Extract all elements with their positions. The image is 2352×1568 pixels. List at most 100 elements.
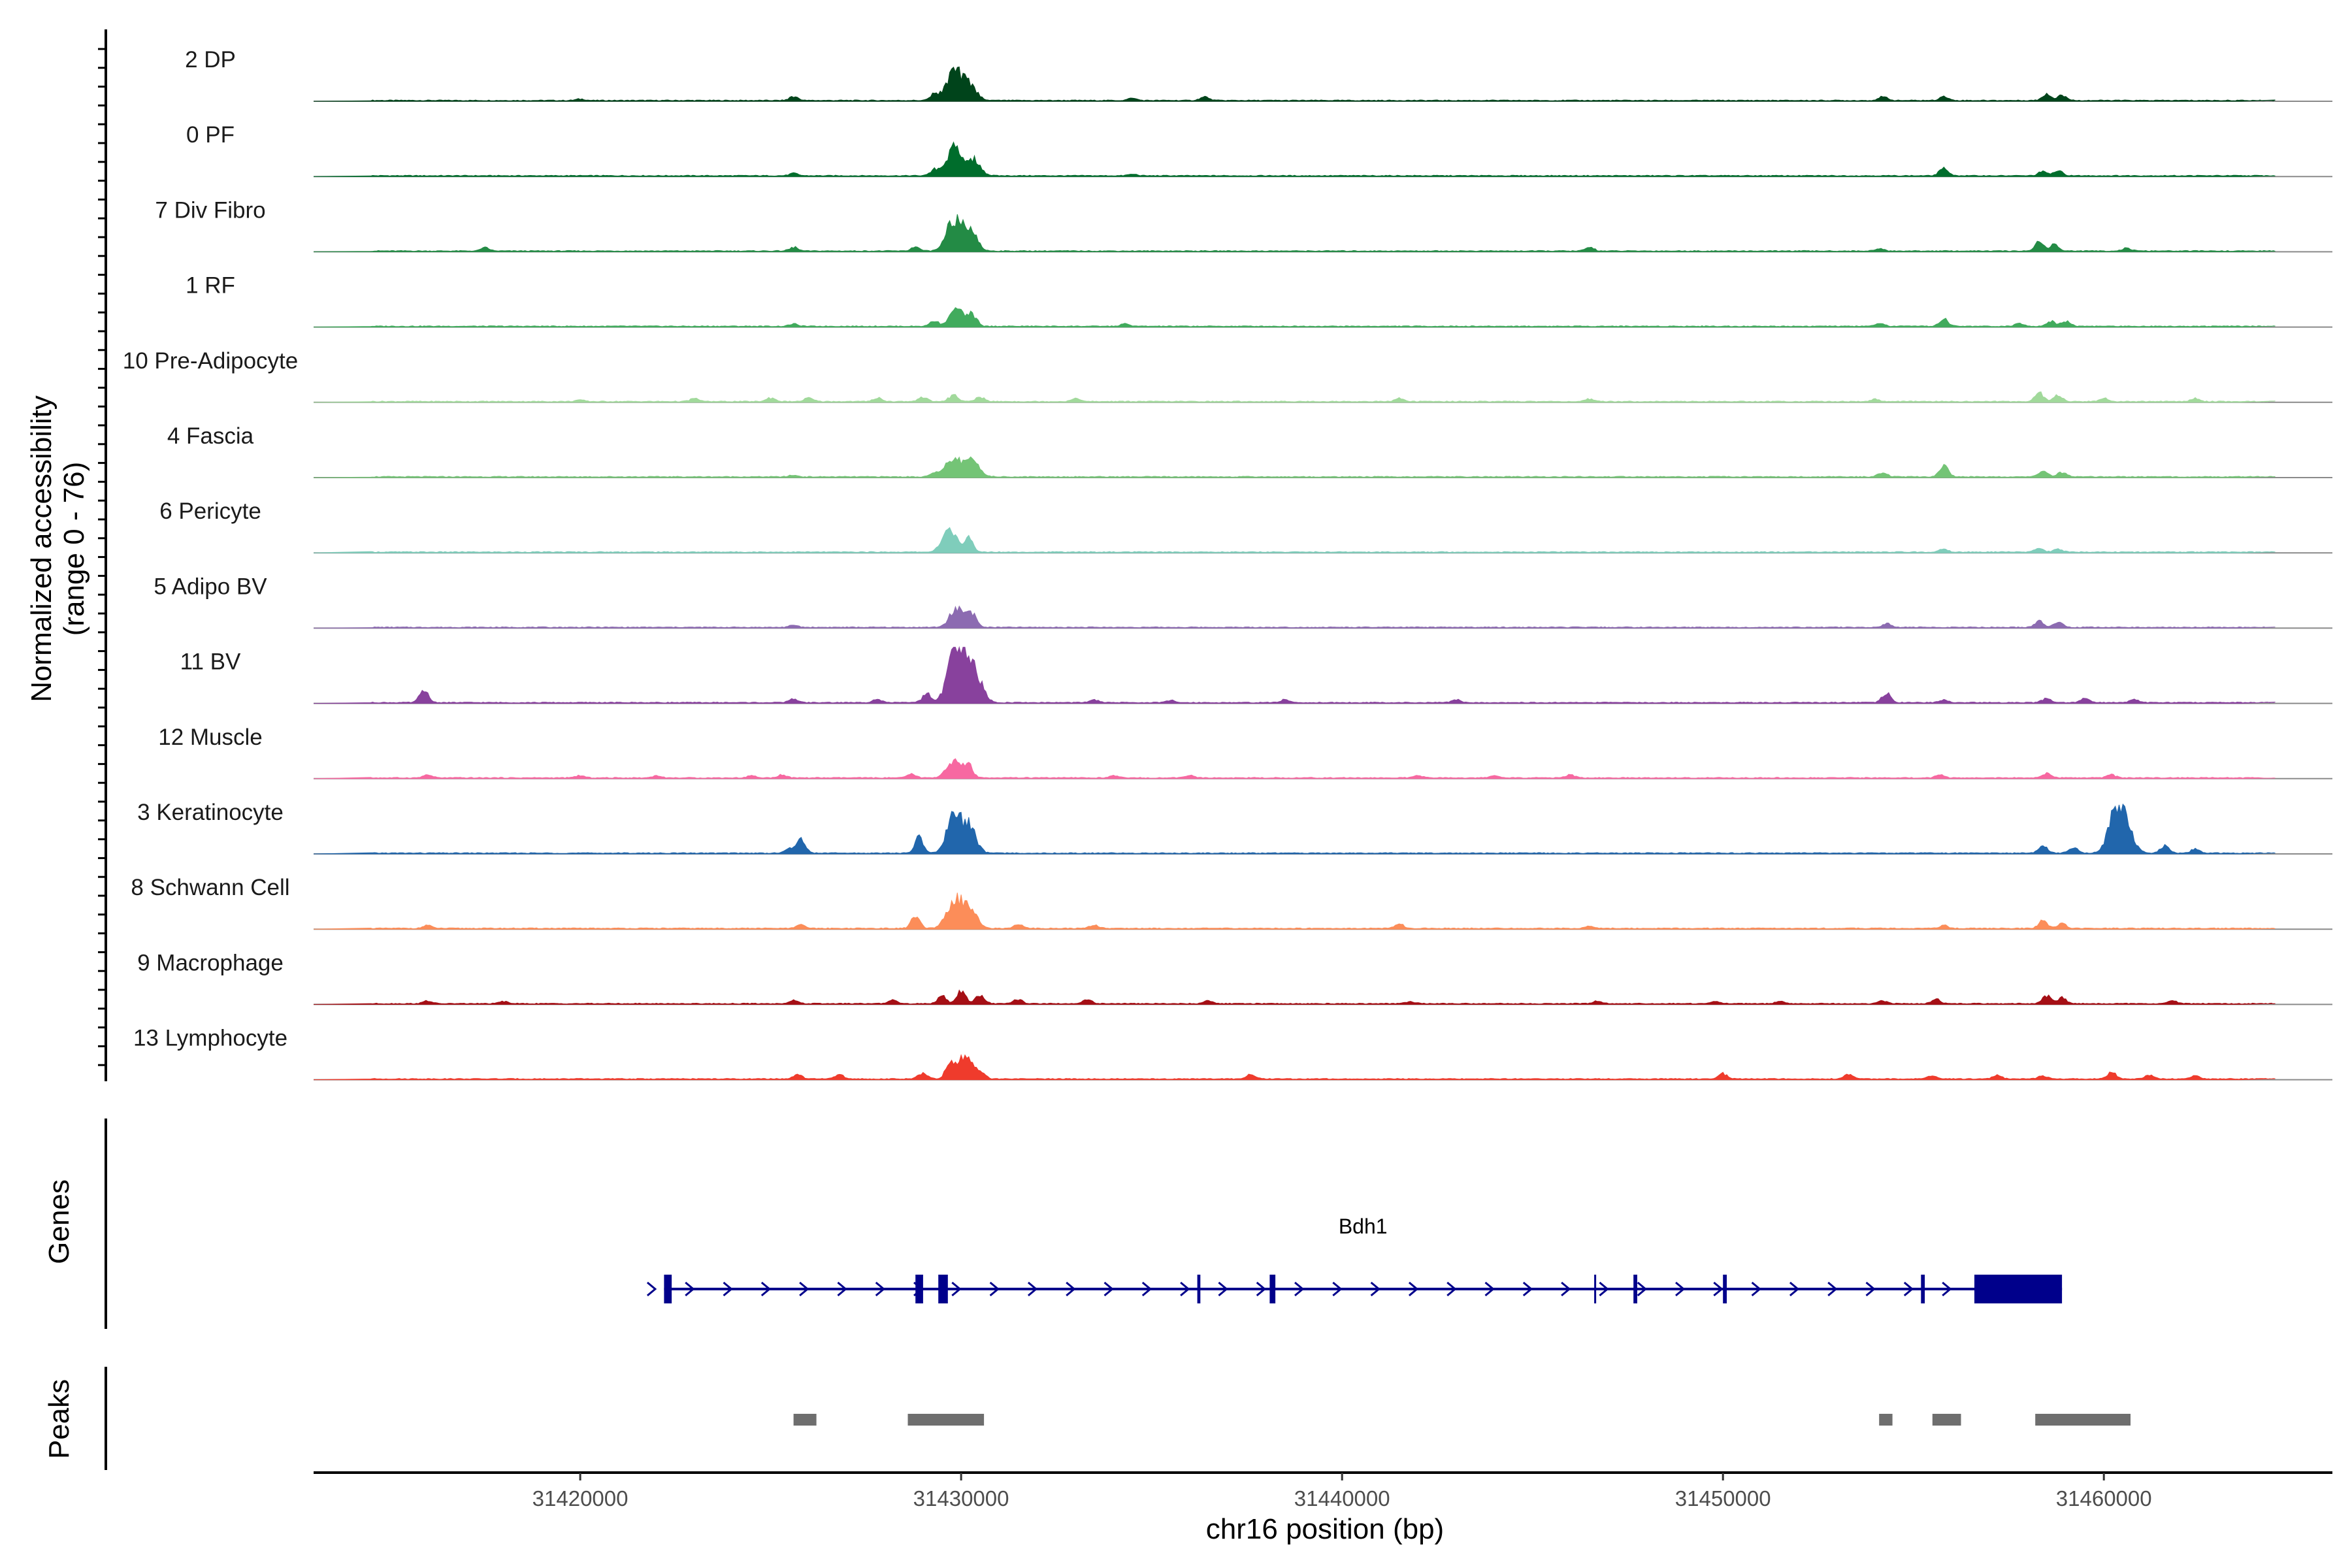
track-label: 5 Adipo BV	[154, 574, 267, 599]
track-1: 2 DP	[185, 47, 2332, 102]
track-label: 0 PF	[186, 122, 235, 148]
strand-chevron	[1218, 1281, 1228, 1297]
coverage-y-ticks	[98, 48, 106, 1066]
strand-chevron	[1903, 1281, 1914, 1297]
track-label: 12 Muscle	[158, 725, 263, 750]
strand-chevron	[875, 1281, 886, 1297]
x-tick-label: 31440000	[1294, 1486, 1390, 1511]
strand-chevron	[951, 1281, 962, 1297]
track-3: 7 Div Fibro	[155, 197, 2332, 253]
peak-region	[793, 1414, 817, 1426]
peak-region	[1932, 1414, 1961, 1426]
strand-chevron	[1141, 1281, 1152, 1297]
strand-chevron	[1256, 1281, 1267, 1297]
gene-track: Bdh1	[646, 1215, 2063, 1303]
peak-region	[907, 1414, 985, 1426]
track-signal	[313, 645, 2276, 704]
x-tick-label: 31450000	[1675, 1486, 1771, 1511]
exon	[938, 1275, 948, 1303]
strand-chevron	[1599, 1281, 1609, 1297]
gene-name-label: Bdh1	[1339, 1215, 1388, 1238]
exon	[1723, 1275, 1727, 1303]
track-signal	[313, 892, 2276, 930]
track-14: 13 Lymphocyte	[133, 1026, 2332, 1081]
strand-chevron	[685, 1281, 695, 1297]
track-6: 4 Fascia	[167, 423, 2332, 478]
strand-chevron	[1446, 1281, 1457, 1297]
track-13: 9 Macrophage	[137, 950, 2332, 1005]
track-signal	[313, 307, 2276, 328]
track-signal	[313, 66, 2276, 102]
coverage-tracks: 2 DP 0 PF 7 Div Fibro 1 RF 10 Pre-Adipocyte 4…	[123, 47, 2332, 1081]
strand-chevron	[1522, 1281, 1533, 1297]
x-tick-label: 31420000	[532, 1486, 629, 1511]
track-label: 3 Keratinocyte	[137, 800, 284, 825]
track-label: 13 Lymphocyte	[133, 1026, 287, 1051]
track-8: 5 Adipo BV	[154, 574, 2332, 629]
exon	[1974, 1275, 2063, 1303]
track-label: 7 Div Fibro	[155, 197, 265, 223]
track-label: 10 Pre-Adipocyte	[123, 348, 298, 374]
strand-chevron	[1675, 1281, 1686, 1297]
strand-chevron	[1942, 1281, 1952, 1297]
track-2: 0 PF	[186, 122, 2332, 178]
strand-chevron	[1294, 1281, 1305, 1297]
track-label: 1 RF	[186, 273, 235, 299]
track-label: 4 Fascia	[167, 423, 254, 449]
track-signal	[313, 456, 2276, 478]
track-5: 10 Pre-Adipocyte	[123, 348, 2332, 403]
x-axis-title: chr16 position (bp)	[1206, 1513, 1444, 1545]
genes-panel-title: Genes	[43, 1179, 75, 1264]
track-label: 8 Schwann Cell	[131, 875, 289, 900]
track-4: 1 RF	[186, 273, 2332, 328]
track-12: 8 Schwann Cell	[131, 875, 2332, 930]
track-10: 12 Muscle	[158, 725, 2332, 779]
strand-chevron	[989, 1281, 1000, 1297]
track-signal	[313, 989, 2276, 1005]
peak-region	[2035, 1414, 2131, 1426]
track-signal	[313, 527, 2276, 553]
strand-chevron	[1180, 1281, 1190, 1297]
strand-chevron	[1103, 1281, 1114, 1297]
strand-chevron	[1637, 1281, 1648, 1297]
strand-chevron	[1370, 1281, 1380, 1297]
track-label: 9 Macrophage	[137, 950, 284, 975]
strand-chevron	[646, 1281, 657, 1297]
strand-chevron	[1713, 1281, 1723, 1297]
x-axis-ticks: 31420000 31430000 31440000 31450000 31460000	[532, 1473, 2152, 1511]
strand-chevron	[1484, 1281, 1495, 1297]
track-signal	[313, 391, 2276, 403]
exon	[664, 1275, 672, 1303]
strand-chevron	[760, 1281, 772, 1297]
y-axis-subtitle: (range 0 - 76)	[58, 462, 90, 636]
strand-chevron	[723, 1281, 733, 1297]
exon	[1269, 1275, 1276, 1303]
track-label: 6 Pericyte	[159, 498, 261, 524]
strand-chevron	[1027, 1281, 1038, 1297]
strand-chevron	[1865, 1281, 1876, 1297]
track-signal	[313, 141, 2276, 177]
strand-chevron	[837, 1281, 847, 1297]
track-signal	[313, 758, 2276, 779]
strand-chevron	[1408, 1281, 1419, 1297]
peak-region	[1879, 1414, 1893, 1426]
strand-chevron	[1066, 1281, 1076, 1297]
strand-chevron	[1827, 1281, 1838, 1297]
strand-chevron	[1751, 1281, 1761, 1297]
x-tick-label: 31460000	[2056, 1486, 2152, 1511]
y-axis-title: Normalized accessibility	[25, 395, 57, 702]
track-signal	[313, 1054, 2276, 1081]
track-signal	[313, 214, 2276, 252]
peaks-track	[793, 1414, 2131, 1426]
strand-chevron	[1561, 1281, 1571, 1297]
exon	[1197, 1275, 1201, 1303]
strand-chevron	[799, 1281, 809, 1297]
x-tick-label: 31430000	[913, 1486, 1009, 1511]
exon	[1594, 1275, 1597, 1303]
track-11: 3 Keratinocyte	[137, 800, 2332, 855]
track-signal	[313, 605, 2276, 629]
peaks-panel-title: Peaks	[43, 1379, 75, 1459]
exon	[1633, 1275, 1637, 1303]
track-9: 11 BV	[180, 645, 2332, 704]
track-label: 11 BV	[180, 649, 241, 675]
